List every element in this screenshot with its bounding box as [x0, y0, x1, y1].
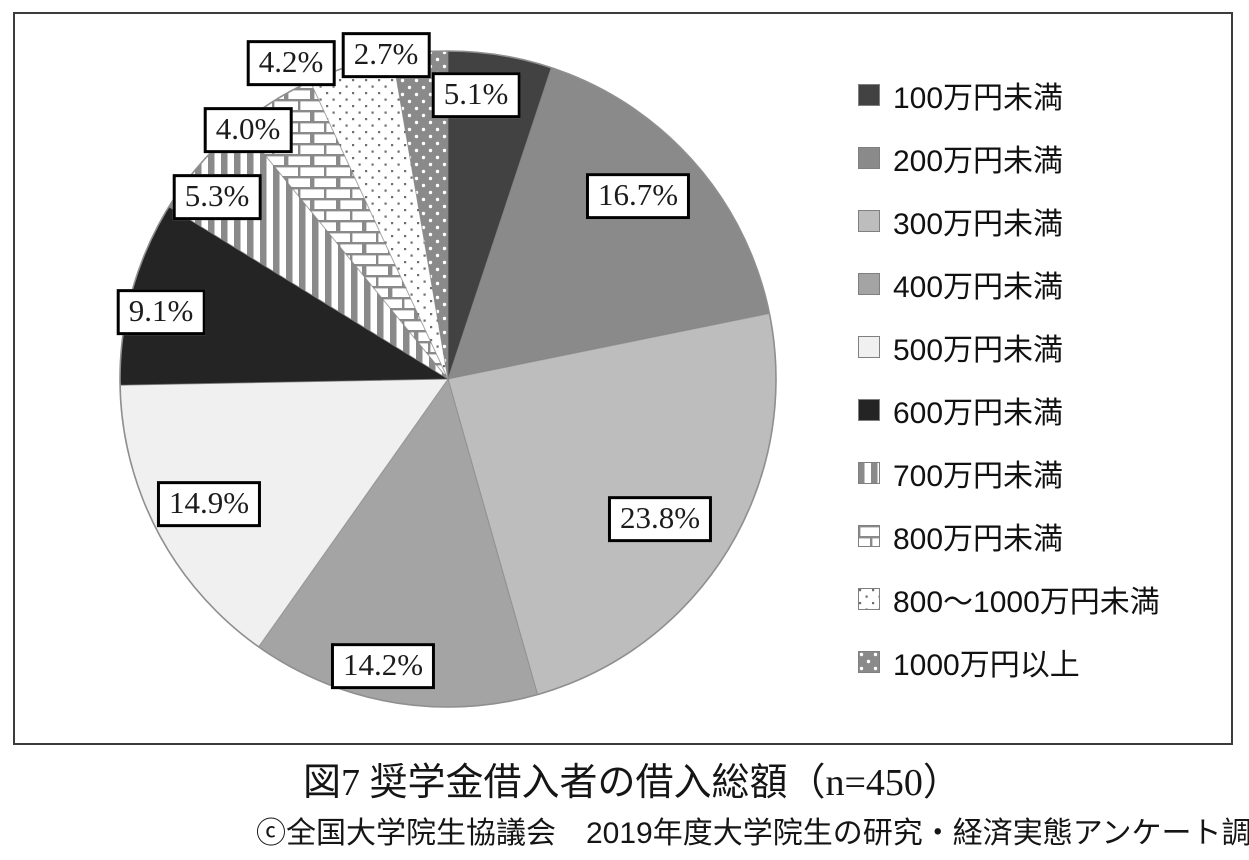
legend-item-8: 800万円未満 — [858, 519, 1160, 556]
legend-swatch-icon — [858, 273, 880, 295]
legend-swatch-icon — [858, 651, 880, 673]
figure-caption: 図7 奨学金借入者の借入総額（n=450） — [303, 762, 961, 804]
legend-label: 700万円未満 — [893, 460, 1064, 493]
legend-item-5: 500万円未満 — [858, 330, 1160, 367]
legend-item-6: 600万円未満 — [858, 393, 1160, 430]
pie-data-label-5: 14.9% — [156, 481, 262, 527]
legend-label: 100万円未満 — [893, 82, 1064, 115]
legend-label: 800～1000万円未満 — [893, 586, 1160, 619]
legend-swatch-icon — [858, 588, 880, 610]
legend-item-3: 300万円未満 — [858, 204, 1160, 241]
legend-item-7: 700万円未満 — [858, 456, 1160, 493]
legend-swatch-icon — [858, 336, 880, 358]
legend: 100万円未満 200万円未満 300万円未満 400万円未満 500万円未満 600万円… — [858, 78, 1160, 708]
legend-swatch-icon — [858, 399, 880, 421]
legend-swatch-icon — [858, 147, 880, 169]
legend-label: 200万円未満 — [893, 145, 1064, 178]
legend-label: 500万円未満 — [893, 334, 1064, 367]
figure-source: ⓒ全国大学院生協議会 2019年度大学院生の研究・経済実態アンケート調査結果 — [256, 817, 1249, 850]
legend-swatch-icon — [858, 525, 880, 547]
legend-swatch-icon — [858, 462, 880, 484]
pie-data-label-9: 4.2% — [246, 40, 336, 86]
legend-item-4: 400万円未満 — [858, 267, 1160, 304]
pie-slices — [119, 50, 777, 708]
legend-item-1: 100万円未満 — [858, 78, 1160, 115]
legend-label: 400万円未満 — [893, 271, 1064, 304]
legend-item-2: 200万円未満 — [858, 141, 1160, 178]
legend-label: 800万円未満 — [893, 523, 1064, 556]
pie-data-label-6: 9.1% — [116, 289, 206, 335]
legend-swatch-icon — [858, 84, 880, 106]
pie-data-label-1: 5.1% — [431, 72, 521, 118]
legend-label: 300万円未満 — [893, 208, 1064, 241]
legend-item-10: 1000万円以上 — [858, 645, 1160, 682]
pie-data-label-3: 23.8% — [607, 496, 713, 542]
legend-swatch-icon — [858, 210, 880, 232]
pie-data-label-2: 16.7% — [585, 173, 691, 219]
pie-data-label-8: 4.0% — [203, 107, 293, 153]
pie-data-label-10: 2.7% — [341, 32, 431, 78]
legend-label: 600万円未満 — [893, 397, 1064, 430]
pie-outline — [119, 50, 777, 708]
pie-data-label-7: 5.3% — [172, 174, 262, 220]
legend-label: 1000万円以上 — [893, 649, 1080, 682]
pie-data-label-4: 14.2% — [330, 643, 436, 689]
legend-item-9: 800～1000万円未満 — [858, 582, 1160, 619]
